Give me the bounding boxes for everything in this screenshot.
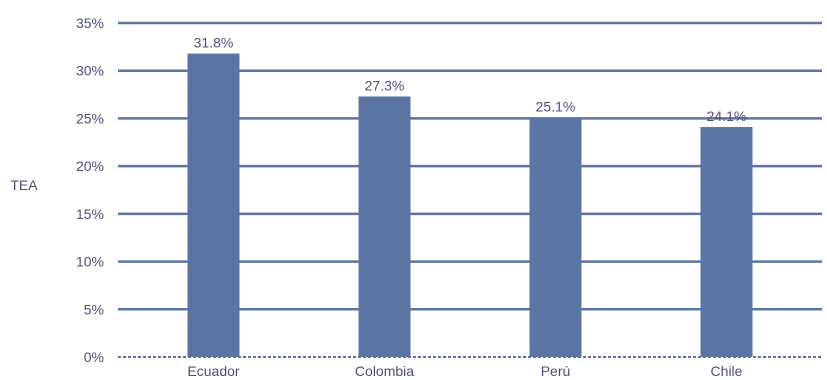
data-label: 24.1% (707, 108, 747, 124)
x-axis-categories: Ecuador Colombia Perú Chile (187, 363, 742, 379)
y-tick-label: 20% (76, 158, 104, 174)
y-axis-ticks: 0% 5% 10% 15% 20% 25% 30% 35% (76, 15, 104, 365)
x-category-label: Ecuador (187, 363, 239, 379)
y-tick-label: 15% (76, 206, 104, 222)
y-tick-label: 35% (76, 15, 104, 31)
y-axis-title: TEA (10, 177, 38, 193)
bars (187, 53, 753, 358)
y-tick-label: 5% (84, 301, 104, 317)
data-labels: 31.8% 27.3% 25.1% 24.1% (194, 35, 747, 124)
y-tick-label: 30% (76, 63, 104, 79)
bar-colombia (358, 96, 411, 357)
bar-per- (529, 117, 582, 357)
x-category-label: Colombia (355, 363, 414, 379)
y-tick-label: 10% (76, 254, 104, 270)
bar-ecuador (187, 53, 240, 358)
y-tick-label: 25% (76, 110, 104, 126)
data-label: 31.8% (194, 35, 234, 51)
bar-chile (700, 127, 753, 357)
data-label: 25.1% (536, 98, 576, 114)
x-category-label: Chile (711, 363, 743, 379)
y-tick-label: 0% (84, 349, 104, 365)
data-label: 27.3% (365, 77, 405, 93)
x-category-label: Perú (541, 363, 571, 379)
